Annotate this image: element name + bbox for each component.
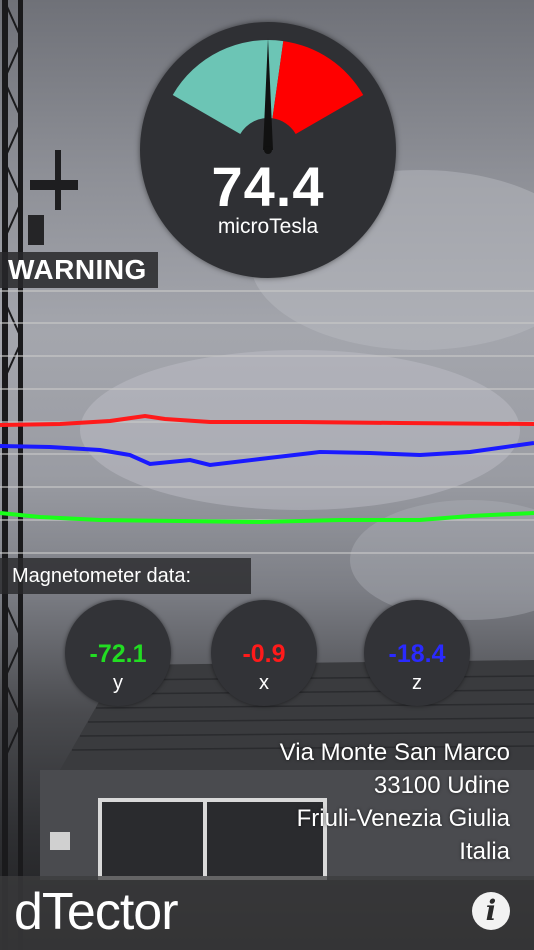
magnetometer-graph <box>0 290 534 554</box>
gauge-needle <box>263 38 273 150</box>
axis-name-z: z <box>412 672 422 694</box>
gauge-dial <box>172 38 364 154</box>
gauge-safe-zone <box>172 40 284 134</box>
gauge-needle-pivot <box>264 146 272 154</box>
field-strength-gauge: 74.4 microTesla <box>140 22 396 278</box>
series-line-x <box>0 413 534 427</box>
address-region: Friuli-Venezia Giulia <box>296 805 510 832</box>
gauge-danger-zone <box>272 41 364 134</box>
address-postal-city: 33100 Udine <box>373 772 510 799</box>
bottom-bar: dTector i <box>0 876 534 950</box>
axis-value-y: -72.1 <box>89 640 147 668</box>
warning-banner: WARNING <box>0 252 158 288</box>
info-icon[interactable]: i <box>472 892 510 930</box>
axis-name-y: y <box>113 672 123 694</box>
series-line-y <box>0 511 534 525</box>
axis-name-x: x <box>259 672 269 694</box>
axis-value-x: -0.9 <box>242 640 286 668</box>
series-line-z <box>0 441 534 468</box>
magnetometer-label: Magnetometer data: <box>0 558 251 594</box>
axis-value-z: -18.4 <box>388 640 446 668</box>
gauge-value: 74.4 <box>211 155 325 218</box>
app-title: dTector <box>14 883 179 941</box>
address-street: Via Monte San Marco <box>279 739 510 766</box>
address-country: Italia <box>459 838 510 865</box>
axis-reading-x: -0.9 x <box>211 600 317 706</box>
location-address: Via Monte San Marco 33100 Udine Friuli-V… <box>280 736 510 868</box>
axis-reading-y: -72.1 y <box>65 600 171 706</box>
axis-reading-z: -18.4 z <box>364 600 470 706</box>
gauge-unit: microTesla <box>217 215 319 238</box>
